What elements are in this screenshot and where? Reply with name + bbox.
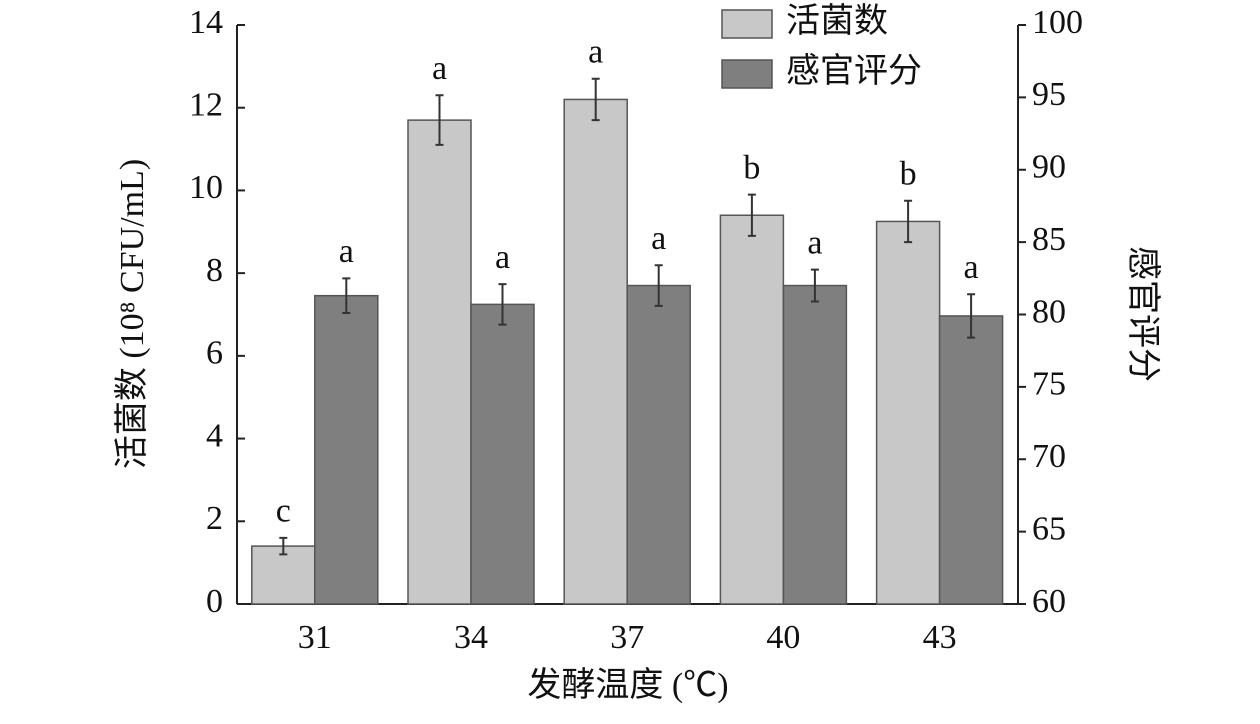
y2-axis-label: 感官评分 xyxy=(1124,246,1162,382)
legend-swatch xyxy=(721,59,773,89)
y-tick-label: 4 xyxy=(206,417,223,454)
error-bar xyxy=(435,94,444,146)
y2-tick-label: 70 xyxy=(1032,438,1066,475)
y-tick-label: 6 xyxy=(206,335,223,372)
bar xyxy=(719,214,785,605)
y2-tick-label: 100 xyxy=(1032,4,1083,41)
y2-tick-label: 60 xyxy=(1032,583,1066,620)
legend-label: 活菌数 xyxy=(786,2,888,40)
x-tick-label: 31 xyxy=(298,619,332,656)
bar xyxy=(875,220,941,605)
y-tick-label: 10 xyxy=(189,169,223,206)
y-axis-label: 活菌数 (10⁸ CFU/mL) xyxy=(113,159,151,469)
y2-tick-label: 85 xyxy=(1032,221,1066,258)
bar xyxy=(626,284,691,605)
x-tick-label: 43 xyxy=(923,619,957,656)
significance-label: a xyxy=(339,233,354,270)
x-tick-label: 37 xyxy=(610,619,644,656)
x-axis-label: 发酵温度 (℃) xyxy=(527,666,728,704)
significance-label: b xyxy=(900,156,917,193)
y2-tick-label: 95 xyxy=(1032,76,1066,113)
bar xyxy=(314,294,379,605)
bar xyxy=(407,119,472,605)
error-bar xyxy=(904,199,913,244)
significance-label: a xyxy=(588,34,603,71)
y-tick-label: 8 xyxy=(206,252,223,289)
y2-tick-label: 75 xyxy=(1032,366,1066,403)
y-tick-label: 14 xyxy=(189,4,223,41)
error-bar xyxy=(810,268,819,303)
bar xyxy=(563,98,628,605)
error-bar xyxy=(591,77,600,122)
significance-label: a xyxy=(964,249,979,286)
error-bar xyxy=(342,277,351,315)
error-bar xyxy=(747,193,756,237)
error-bar xyxy=(654,264,663,307)
significance-label: a xyxy=(432,50,447,87)
y2-tick-label: 80 xyxy=(1032,293,1066,330)
legend-label: 感官评分 xyxy=(786,52,922,90)
bar xyxy=(251,545,316,605)
y-tick-label: 2 xyxy=(206,500,223,537)
error-bar xyxy=(967,293,976,339)
significance-label: a xyxy=(651,220,666,257)
significance-label: c xyxy=(276,493,291,530)
significance-label: b xyxy=(743,149,760,186)
y2-tick-label: 90 xyxy=(1032,149,1066,186)
error-bar xyxy=(498,283,507,326)
y2-tick-label: 65 xyxy=(1032,510,1066,547)
bar xyxy=(938,315,1004,605)
y-tick-label: 12 xyxy=(189,87,223,124)
bar xyxy=(782,284,848,605)
significance-label: a xyxy=(495,239,510,276)
bar xyxy=(470,303,535,605)
error-bar xyxy=(279,536,288,556)
x-tick-label: 34 xyxy=(454,619,488,656)
significance-label: a xyxy=(807,224,822,261)
y-tick-label: 0 xyxy=(206,583,223,620)
legend-swatch xyxy=(721,9,773,39)
x-tick-label: 40 xyxy=(766,619,800,656)
